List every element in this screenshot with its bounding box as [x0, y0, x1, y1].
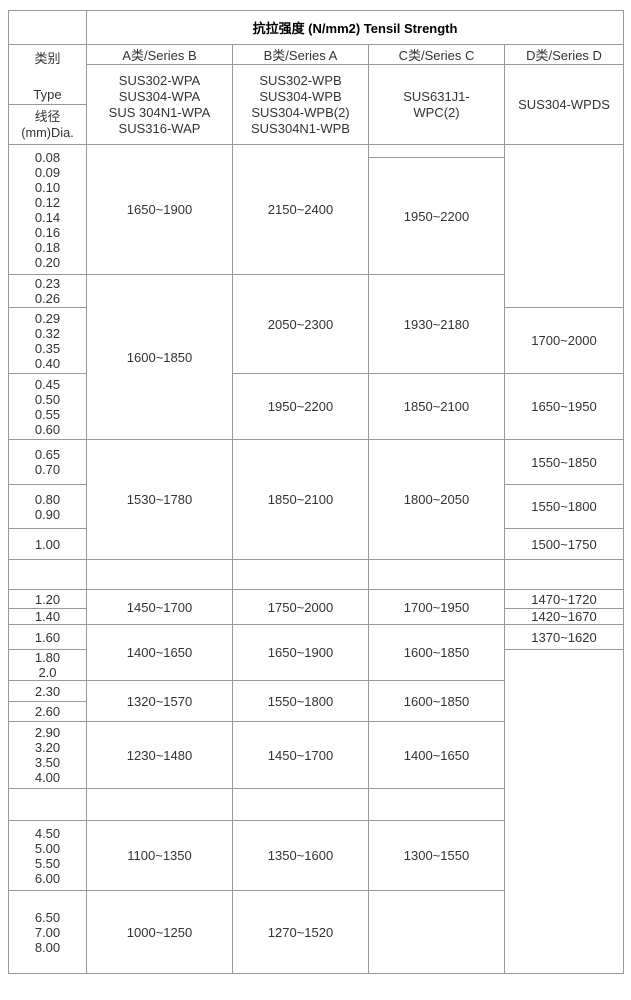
val-c-023-040: 1930~2180: [368, 274, 505, 374]
materials-series-a: SUS302-WPA SUS304-WPA SUS 304N1-WPA SUS3…: [86, 64, 233, 145]
spacer-a-2: [86, 788, 233, 821]
val-d-120: 1470~1720: [503, 589, 625, 609]
dia-group-023-026: 0.23 0.26: [8, 274, 87, 308]
col-header-series-b: B类/Series A: [232, 44, 369, 65]
val-a-065-100: 1530~1780: [86, 439, 233, 560]
category-label: 类别: [34, 51, 61, 66]
col-header-series-c: C类/Series C: [368, 44, 505, 65]
tensile-strength-table: 抗拉强度 (N/mm2) Tensil Strength 类别 Type A类/…: [8, 10, 625, 974]
col-header-series-a: A类/Series B: [86, 44, 233, 65]
materials-series-d: SUS304-WPDS: [503, 64, 625, 145]
val-b-450-600: 1350~1600: [232, 820, 369, 891]
dia-group-029-040: 0.29 0.32 0.35 0.40: [8, 307, 87, 374]
val-b-120-140: 1750~2000: [232, 589, 369, 625]
spacer-c-2: [368, 788, 505, 821]
dia-group-650-800: 6.50 7.00 8.00: [8, 890, 87, 974]
val-a-023-060: 1600~1850: [86, 274, 233, 440]
dia-group-450-600: 4.50 5.00 5.50 6.00: [8, 820, 87, 891]
val-d-160: 1370~1620: [503, 624, 625, 650]
corner-empty-cell: [8, 10, 87, 45]
spacer-dia-1: [8, 559, 87, 590]
type-label: Type: [33, 87, 62, 102]
dia-group-065-070: 0.65 0.70: [8, 439, 87, 485]
val-c-empty-bottom: [368, 890, 505, 974]
spacer-b-2: [232, 788, 369, 821]
val-d-empty-bottom: [503, 649, 625, 974]
val-b-160-200: 1650~1900: [232, 624, 369, 681]
val-c-045-060: 1850~2100: [368, 373, 505, 440]
category-type-header-cell: 类别 Type: [8, 44, 87, 105]
col-header-series-d: D类/Series D: [503, 44, 625, 65]
dia-group-100: 1.00: [8, 528, 87, 560]
val-c-065-100: 1800~2050: [368, 439, 505, 560]
dia-header-cell: 线径 (mm)Dia.: [8, 104, 87, 145]
val-d-empty-top: [503, 144, 625, 308]
val-c-290-400: 1400~1650: [368, 721, 505, 789]
val-a-230-260: 1320~1570: [86, 680, 233, 722]
val-c-empty-top: [368, 144, 505, 158]
val-d-029-040: 1700~2000: [503, 307, 625, 374]
dia-group-180-200: 1.80 2.0: [8, 649, 87, 681]
val-c-008-020: 1950~2200: [368, 157, 505, 275]
val-c-160-200: 1600~1850: [368, 624, 505, 681]
dia-group-120: 1.20: [8, 589, 87, 609]
spacer-c-1: [368, 559, 505, 590]
val-d-100: 1500~1750: [503, 528, 625, 560]
val-a-450-600: 1100~1350: [86, 820, 233, 891]
dia-group-160: 1.60: [8, 624, 87, 650]
table-title: 抗拉强度 (N/mm2) Tensil Strength: [85, 10, 625, 45]
val-b-045-060: 1950~2200: [232, 373, 369, 440]
val-d-045-060: 1650~1950: [503, 373, 625, 440]
category-type-stack: 类别 Type: [10, 46, 86, 104]
page: 抗拉强度 (N/mm2) Tensil Strength 类别 Type A类/…: [8, 10, 625, 974]
spacer-a-1: [86, 559, 233, 590]
val-b-008-020: 2150~2400: [232, 144, 369, 275]
val-a-160-200: 1400~1650: [86, 624, 233, 681]
val-b-023-040: 2050~2300: [232, 274, 369, 374]
dia-label-cn: 线径: [34, 108, 61, 124]
dia-group-290-400: 2.90 3.20 3.50 4.00: [8, 721, 87, 789]
val-d-065-070: 1550~1850: [503, 439, 625, 485]
val-a-290-400: 1230~1480: [86, 721, 233, 789]
val-d-080-090: 1550~1800: [503, 484, 625, 529]
val-a-650-800: 1000~1250: [86, 890, 233, 974]
dia-group-260: 2.60: [8, 701, 87, 722]
val-c-120-140: 1700~1950: [368, 589, 505, 625]
val-a-120-140: 1450~1700: [86, 589, 233, 625]
dia-group-080-090: 0.80 0.90: [8, 484, 87, 529]
val-b-650-800: 1270~1520: [232, 890, 369, 974]
val-c-230-260: 1600~1850: [368, 680, 505, 722]
val-b-230-260: 1550~1800: [232, 680, 369, 722]
dia-group-045-060: 0.45 0.50 0.55 0.60: [8, 373, 87, 440]
val-d-140: 1420~1670: [503, 608, 625, 625]
spacer-dia-2: [8, 788, 87, 821]
dia-group-140: 1.40: [8, 608, 87, 625]
spacer-b-1: [232, 559, 369, 590]
val-b-065-100: 1850~2100: [232, 439, 369, 560]
spacer-d-1: [503, 559, 625, 590]
val-a-008-020: 1650~1900: [86, 144, 233, 275]
materials-series-b: SUS302-WPB SUS304-WPB SUS304-WPB(2) SUS3…: [232, 64, 369, 145]
dia-label-en: (mm)Dia.: [21, 124, 74, 140]
dia-group-230: 2.30: [8, 680, 87, 702]
val-c-450-600: 1300~1550: [368, 820, 505, 891]
val-b-290-400: 1450~1700: [232, 721, 369, 789]
dia-group-008-020: 0.08 0.09 0.10 0.12 0.14 0.16 0.18 0.20: [8, 144, 87, 275]
materials-series-c: SUS631J1- WPC(2): [368, 64, 505, 145]
